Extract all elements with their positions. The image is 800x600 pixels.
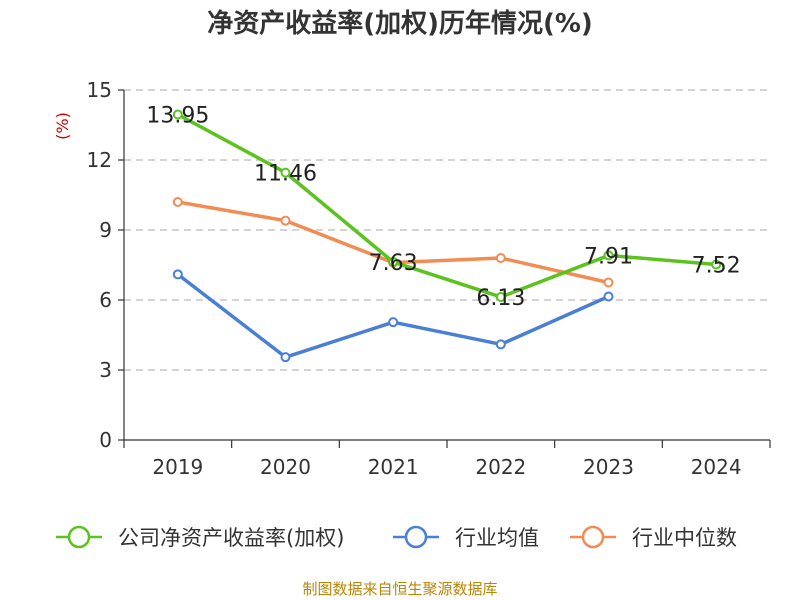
- legend-marker: [581, 525, 605, 549]
- source-note: 制图数据来自恒生聚源数据库: [302, 580, 497, 598]
- y-axis-unit-label: (%): [53, 112, 72, 140]
- legend-label: 行业均值: [455, 526, 539, 550]
- y-tick-label: 15: [87, 78, 112, 102]
- data-point: [172, 109, 183, 120]
- data-label: 7.52: [692, 254, 741, 279]
- data-label: 7.63: [369, 251, 418, 276]
- series-line: [176, 272, 610, 359]
- data-label: 6.13: [476, 286, 525, 311]
- x-tick-label: 2020: [260, 455, 311, 479]
- data-label: 13.95: [146, 104, 209, 129]
- data-point: [388, 317, 399, 328]
- x-tick-label: 2023: [583, 455, 634, 479]
- data-point: [711, 259, 722, 270]
- data-point: [388, 256, 399, 267]
- series-line: [177, 112, 717, 299]
- data-label: 7.91: [584, 244, 633, 269]
- data-point: [495, 291, 506, 302]
- data-point: [603, 291, 614, 302]
- data-point: [280, 167, 291, 178]
- legend: 公司净资产收益率(加权) 行业均值 行业中位数: [56, 525, 737, 550]
- data-point: [172, 269, 183, 280]
- legend-label: 行业中位数: [632, 526, 737, 550]
- x-tick-label: 2024: [691, 455, 742, 479]
- data-point: [495, 339, 506, 350]
- data-point: [603, 277, 614, 288]
- chart-title: 净资产收益率(加权)历年情况(%): [207, 8, 593, 39]
- y-tick-label: 0: [99, 428, 112, 452]
- y-tick-label: 3: [99, 358, 112, 382]
- x-tick-label: 2021: [368, 455, 419, 479]
- axes: 0 3 6 9 12 15 2019 2020 2021 2022 2023 2024: [87, 78, 771, 479]
- legend-marker: [404, 525, 428, 549]
- data-point: [495, 253, 506, 263]
- data-point: [280, 352, 291, 363]
- data-point: [172, 197, 183, 207]
- data-label: 11.46: [254, 162, 317, 187]
- x-tick-label: 2022: [475, 455, 526, 479]
- data-labels: 13.95 11.46 7.63 6.13 7.91 7.52: [146, 104, 740, 311]
- series-lines: [172, 109, 722, 363]
- legend-marker: [67, 525, 91, 549]
- legend-label: 公司净资产收益率(加权): [118, 526, 344, 550]
- y-tick-label: 12: [87, 148, 112, 172]
- data-point: [603, 250, 614, 261]
- y-tick-label: 9: [99, 218, 112, 242]
- x-tick-label: 2019: [152, 455, 203, 479]
- grid-lines: [124, 89, 770, 371]
- y-tick-label: 6: [99, 288, 112, 312]
- data-point: [280, 215, 291, 226]
